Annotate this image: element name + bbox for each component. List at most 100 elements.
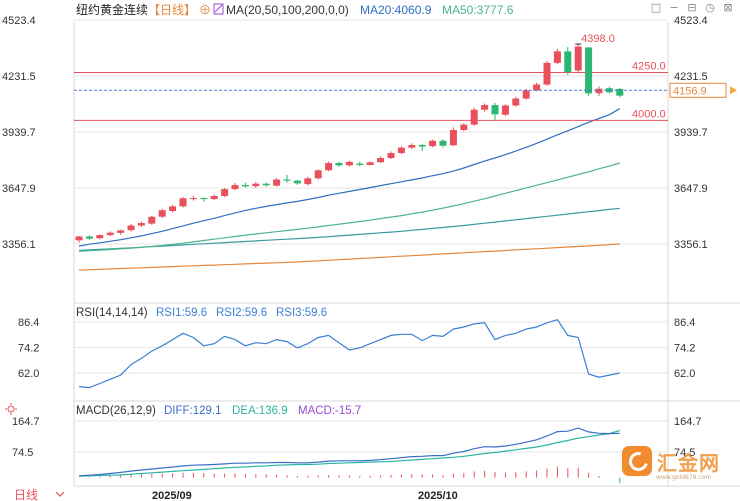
level-label: 4000.0 bbox=[632, 108, 666, 120]
candle-body bbox=[512, 98, 520, 106]
ma20-value: MA20:4060.9 bbox=[360, 3, 432, 17]
macd-plot bbox=[78, 427, 621, 484]
candle-body bbox=[85, 236, 93, 239]
moving-average-lines bbox=[78, 108, 621, 271]
candle-body bbox=[377, 158, 385, 163]
ma-settings-icon[interactable] bbox=[213, 3, 224, 15]
candle-body bbox=[241, 185, 249, 187]
ma-params: MA(20,50,100,200,0,0) bbox=[226, 3, 349, 17]
candle-body bbox=[335, 163, 343, 166]
candle-body bbox=[553, 51, 561, 63]
logo-icon bbox=[622, 446, 652, 476]
chevron-down-icon bbox=[55, 491, 65, 497]
layout-icon[interactable]: ⊟ bbox=[687, 1, 697, 14]
period-label: 【日线】 bbox=[148, 3, 196, 17]
svg-text:日线: 日线 bbox=[14, 488, 38, 501]
ma50-line bbox=[78, 162, 620, 252]
logo-url: www.gold678.com bbox=[656, 474, 712, 481]
maximize-icon[interactable]: □ bbox=[650, 1, 662, 14]
rsi2-value: RSI2:59.6 bbox=[216, 307, 267, 319]
rsi-plot bbox=[78, 318, 620, 389]
candle-body bbox=[533, 84, 541, 91]
high-price-label: 4398.0 bbox=[581, 33, 615, 45]
macd-dea-value: DEA:136.9 bbox=[232, 405, 288, 417]
ma100-line bbox=[78, 207, 620, 252]
candle-body bbox=[449, 130, 457, 146]
price-tick-label-left: 3939.7 bbox=[2, 127, 36, 139]
date-label: 2025/10 bbox=[418, 490, 458, 501]
price-tick-label-right: 4231.5 bbox=[674, 71, 708, 83]
candle-body bbox=[169, 206, 177, 211]
ma20-line bbox=[78, 108, 621, 247]
candle-body bbox=[345, 161, 353, 166]
ma200-line bbox=[78, 243, 620, 271]
macd-diff-value: DIFF:129.1 bbox=[164, 405, 222, 417]
candle-body bbox=[158, 210, 166, 217]
candle-body bbox=[210, 196, 218, 200]
candle-body bbox=[75, 236, 83, 241]
date-label: 2025/09 bbox=[152, 490, 192, 501]
price-levels: 4250.0 4000.0 bbox=[74, 60, 668, 121]
rsi-tick-label-left: 86.4 bbox=[18, 317, 39, 329]
macd-macd-value: MACD:-15.7 bbox=[298, 405, 361, 417]
logo-text: 汇金网 bbox=[657, 450, 720, 475]
candle-body bbox=[96, 235, 104, 239]
candle-body bbox=[127, 225, 135, 231]
rsi-tick-label-left: 62.0 bbox=[18, 368, 39, 380]
candle-body bbox=[564, 51, 572, 73]
price-tick-label-left: 4523.4 bbox=[2, 15, 36, 27]
current-price-label: 4156.9 bbox=[673, 85, 707, 97]
candle-body bbox=[585, 47, 593, 94]
price-tick-label-left: 4231.5 bbox=[2, 71, 36, 83]
candle-body bbox=[491, 105, 499, 115]
rsi3-value: RSI3:59.6 bbox=[276, 307, 327, 319]
candle-body bbox=[262, 183, 270, 186]
rsi1-value: RSI1:59.6 bbox=[156, 307, 207, 319]
rsi-tick-label-right: 62.0 bbox=[674, 368, 695, 380]
rsi-label: RSI(14,14,14) bbox=[76, 307, 148, 319]
window-toolbar: □ − ⊟ ◷ ⊠ bbox=[650, 2, 734, 14]
macd-tick-label-left: 74.5 bbox=[12, 447, 33, 459]
candle-body bbox=[231, 185, 239, 190]
candle-body bbox=[283, 179, 291, 181]
macd-settings-icon[interactable] bbox=[5, 403, 17, 415]
period-button[interactable]: 日线 bbox=[0, 487, 74, 501]
price-tick-label-right: 3356.1 bbox=[674, 239, 708, 251]
minimize-icon[interactable]: − bbox=[669, 1, 679, 14]
candle-body bbox=[252, 183, 260, 187]
rsi-tick-label-right: 86.4 bbox=[674, 317, 695, 329]
close-icon[interactable]: ⊠ bbox=[723, 1, 733, 14]
macd-diff-line bbox=[78, 427, 620, 477]
clock-icon[interactable]: ◷ bbox=[705, 1, 715, 14]
candle-body bbox=[106, 232, 114, 236]
candle-body bbox=[397, 147, 405, 154]
candle-body bbox=[179, 198, 187, 207]
price-tick-label-right: 4523.4 bbox=[674, 15, 708, 27]
level-label: 4250.0 bbox=[632, 60, 666, 72]
add-indicator-icon[interactable]: ⊕ bbox=[199, 3, 211, 17]
site-logo: 汇金网 bbox=[622, 446, 720, 476]
price-tick-label-right: 3647.9 bbox=[674, 183, 708, 195]
candle-body bbox=[574, 46, 582, 71]
macd-tick-label-right: 74.5 bbox=[674, 447, 695, 459]
candlesticks: 4398.0 bbox=[75, 33, 624, 243]
candle-body bbox=[470, 109, 478, 125]
rsi-tick-label-left: 74.2 bbox=[18, 343, 39, 355]
macd-label: MACD(26,12,9) bbox=[76, 405, 156, 417]
candle-body bbox=[137, 223, 145, 226]
candle-body bbox=[200, 197, 208, 200]
candle-body bbox=[429, 140, 437, 147]
candle-body bbox=[460, 124, 468, 131]
candle-body bbox=[408, 144, 416, 148]
price-tick-label-right: 3939.7 bbox=[674, 127, 708, 139]
candle-body bbox=[356, 163, 364, 165]
price-tick-label-left: 3356.1 bbox=[2, 239, 36, 251]
candle-body bbox=[543, 62, 551, 85]
macd-tick-label-right: 164.7 bbox=[674, 416, 702, 428]
candle-body bbox=[616, 88, 624, 96]
candle-body bbox=[325, 163, 333, 171]
chart-grid bbox=[73, 19, 740, 487]
instrument-title: 纽约黄金连续【日线】 ⊕ bbox=[76, 2, 211, 17]
candle-body bbox=[418, 144, 426, 147]
price-tick-label-left: 3647.9 bbox=[2, 183, 36, 195]
